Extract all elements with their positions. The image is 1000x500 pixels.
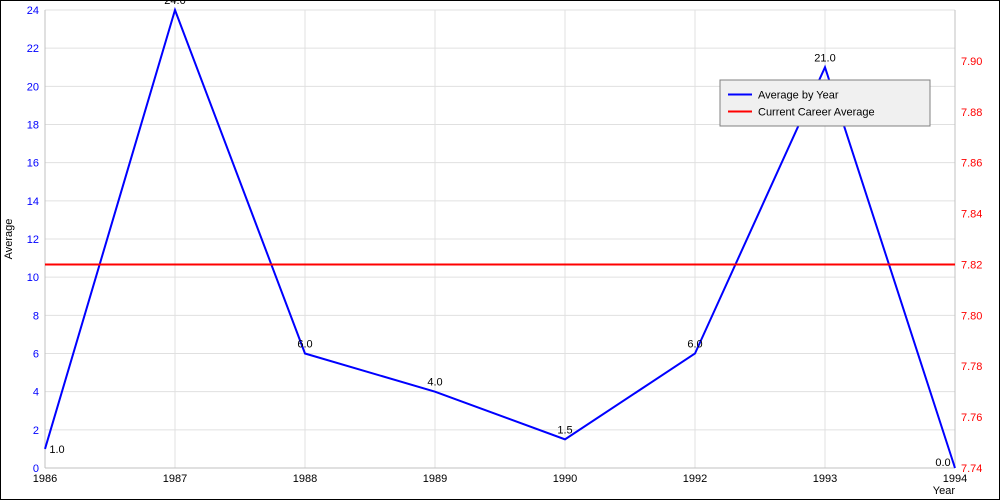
data-point-label: 1.5 [557, 424, 572, 436]
y-left-tick-label: 16 [27, 158, 39, 170]
data-point-label: 1.0 [49, 444, 64, 456]
x-tick-label: 1987 [163, 473, 187, 485]
legend-box [720, 80, 930, 126]
data-point-label: 21.0 [814, 52, 835, 64]
legend-label: Current Career Average [758, 107, 875, 119]
x-axis-title: Year [933, 485, 956, 497]
data-point-label: 4.0 [427, 377, 442, 389]
x-tick-label: 1993 [813, 473, 837, 485]
chart-container: 0246810121416182022247.747.767.787.807.8… [0, 0, 1000, 500]
y-left-tick-label: 14 [27, 196, 39, 208]
line-chart: 0246810121416182022247.747.767.787.807.8… [0, 0, 1000, 500]
data-point-label: 6.0 [687, 339, 702, 351]
y-left-tick-label: 2 [33, 425, 39, 437]
y-left-tick-label: 8 [33, 310, 39, 322]
y-right-tick-label: 7.88 [961, 107, 982, 119]
x-tick-label: 1992 [683, 473, 707, 485]
y-left-axis-title: Average [3, 219, 15, 260]
y-left-tick-label: 10 [27, 272, 39, 284]
y-left-tick-label: 24 [27, 5, 39, 17]
x-tick-label: 1986 [33, 473, 57, 485]
y-right-tick-label: 7.90 [961, 56, 982, 68]
x-tick-label: 1988 [293, 473, 317, 485]
y-right-tick-label: 7.76 [961, 412, 982, 424]
x-tick-label: 1994 [943, 473, 967, 485]
data-point-label: 0.0 [935, 457, 950, 469]
y-right-tick-label: 7.86 [961, 158, 982, 170]
y-left-tick-label: 12 [27, 234, 39, 246]
chart-border [1, 1, 1000, 500]
data-point-label: 24.0 [164, 0, 185, 7]
y-left-tick-label: 20 [27, 81, 39, 93]
x-tick-label: 1990 [553, 473, 577, 485]
legend-label: Average by Year [758, 90, 839, 102]
x-tick-label: 1989 [423, 473, 447, 485]
y-left-tick-label: 6 [33, 349, 39, 361]
y-right-tick-label: 7.84 [961, 209, 982, 221]
y-left-tick-label: 22 [27, 43, 39, 55]
data-point-label: 6.0 [297, 339, 312, 351]
y-right-tick-label: 7.82 [961, 259, 982, 271]
y-right-tick-label: 7.78 [961, 361, 982, 373]
y-left-tick-label: 4 [33, 387, 39, 399]
y-left-tick-label: 18 [27, 120, 39, 132]
y-right-tick-label: 7.80 [961, 310, 982, 322]
